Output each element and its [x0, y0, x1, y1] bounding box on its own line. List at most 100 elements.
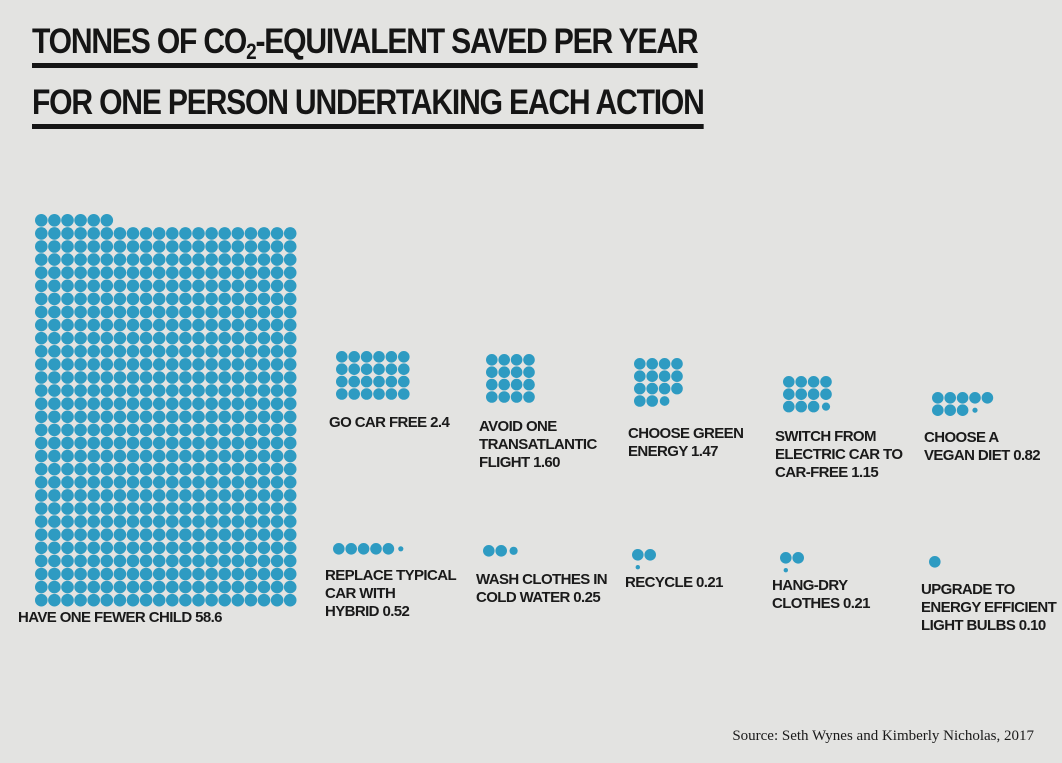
- unit-dot: [270, 227, 284, 240]
- unit-dot: [398, 546, 404, 552]
- unit-dot: [100, 462, 114, 476]
- unit-dot: [87, 436, 100, 450]
- dot-group-7: [483, 545, 518, 557]
- unit-dot: [179, 489, 192, 502]
- unit-dot: [646, 370, 658, 383]
- unit-dot: [152, 305, 166, 319]
- unit-dot: [179, 227, 192, 240]
- unit-dot: [205, 371, 218, 384]
- unit-dot: [972, 407, 978, 413]
- unit-dot: [166, 305, 179, 319]
- unit-dot: [244, 253, 258, 266]
- unit-dot: [139, 253, 153, 266]
- unit-dot: [48, 436, 61, 450]
- unit-dot: [244, 554, 258, 568]
- unit-dot: [100, 266, 114, 280]
- unit-dot: [152, 397, 166, 411]
- unit-dot: [385, 375, 398, 388]
- unit-dot: [61, 240, 74, 253]
- unit-dot: [218, 476, 231, 489]
- unit-dot: [74, 567, 87, 581]
- unit-dot: [126, 345, 140, 358]
- unit-dot: [244, 371, 258, 384]
- unit-dot: [166, 358, 179, 371]
- unit-dot: [218, 318, 231, 332]
- unit-dot: [74, 318, 87, 332]
- unit-dot: [87, 541, 100, 555]
- unit-dot: [510, 391, 523, 403]
- unit-dot: [74, 214, 87, 227]
- unit-dot: [74, 331, 87, 345]
- unit-dot: [87, 253, 100, 266]
- unit-dot: [218, 240, 231, 253]
- unit-dot: [126, 567, 140, 581]
- unit-dot: [166, 476, 179, 489]
- unit-dot: [61, 462, 74, 476]
- unit-dot: [100, 476, 114, 489]
- unit-dot: [152, 528, 166, 541]
- unit-dot: [634, 370, 646, 383]
- unit-dot: [126, 489, 140, 502]
- unit-dot: [360, 363, 373, 376]
- unit-dot: [807, 376, 820, 388]
- unit-dot: [61, 528, 74, 541]
- unit-dot: [61, 292, 74, 306]
- unit-dot: [283, 371, 297, 384]
- unit-dot: [192, 358, 205, 371]
- unit-dot: [113, 397, 127, 411]
- unit-dot: [35, 318, 48, 332]
- unit-dot: [35, 253, 48, 266]
- unit-dot: [231, 345, 245, 358]
- unit-dot: [498, 354, 511, 366]
- unit-dot: [61, 358, 74, 371]
- unit-dot: [231, 318, 245, 332]
- unit-dot: [166, 423, 179, 437]
- unit-dot: [658, 358, 671, 370]
- unit-dot: [385, 363, 398, 376]
- unit-dot: [179, 541, 192, 555]
- unit-dot: [139, 580, 153, 594]
- unit-dot: [48, 462, 61, 476]
- unit-dot: [113, 371, 127, 384]
- unit-dot: [113, 554, 127, 568]
- unit-dot: [244, 292, 258, 306]
- unit-dot: [218, 253, 231, 266]
- unit-dot: [152, 541, 166, 555]
- unit-dot: [61, 489, 74, 502]
- dot-group-2: [486, 354, 535, 403]
- unit-dot: [113, 528, 127, 541]
- unit-dot: [821, 402, 831, 411]
- unit-dot: [113, 266, 127, 280]
- unit-dot: [283, 528, 297, 541]
- unit-dot: [509, 546, 518, 555]
- unit-dot: [126, 515, 140, 528]
- unit-dot: [100, 371, 114, 384]
- unit-dot: [139, 292, 153, 306]
- unit-dot: [283, 305, 297, 319]
- unit-dot: [61, 318, 74, 332]
- unit-dot: [783, 400, 795, 413]
- unit-dot: [192, 593, 205, 607]
- unit-dot: [257, 449, 271, 463]
- unit-dot: [48, 567, 61, 581]
- unit-dot: [113, 358, 127, 371]
- unit-dot: [231, 449, 245, 463]
- unit-dot: [166, 240, 179, 253]
- unit-dot: [74, 345, 87, 358]
- unit-dot: [659, 396, 670, 406]
- unit-dot: [100, 436, 114, 450]
- unit-dot: [61, 397, 74, 411]
- unit-dot: [152, 371, 166, 384]
- unit-dot: [523, 378, 535, 391]
- unit-dot: [87, 528, 100, 541]
- unit-dot: [100, 214, 114, 227]
- unit-dot: [179, 331, 192, 345]
- unit-dot: [244, 489, 258, 502]
- unit-dot: [205, 358, 218, 371]
- unit-dot: [218, 423, 231, 437]
- unit-dot: [87, 371, 100, 384]
- unit-dot: [257, 384, 271, 397]
- unit-dot: [270, 397, 284, 411]
- unit-dot: [87, 318, 100, 332]
